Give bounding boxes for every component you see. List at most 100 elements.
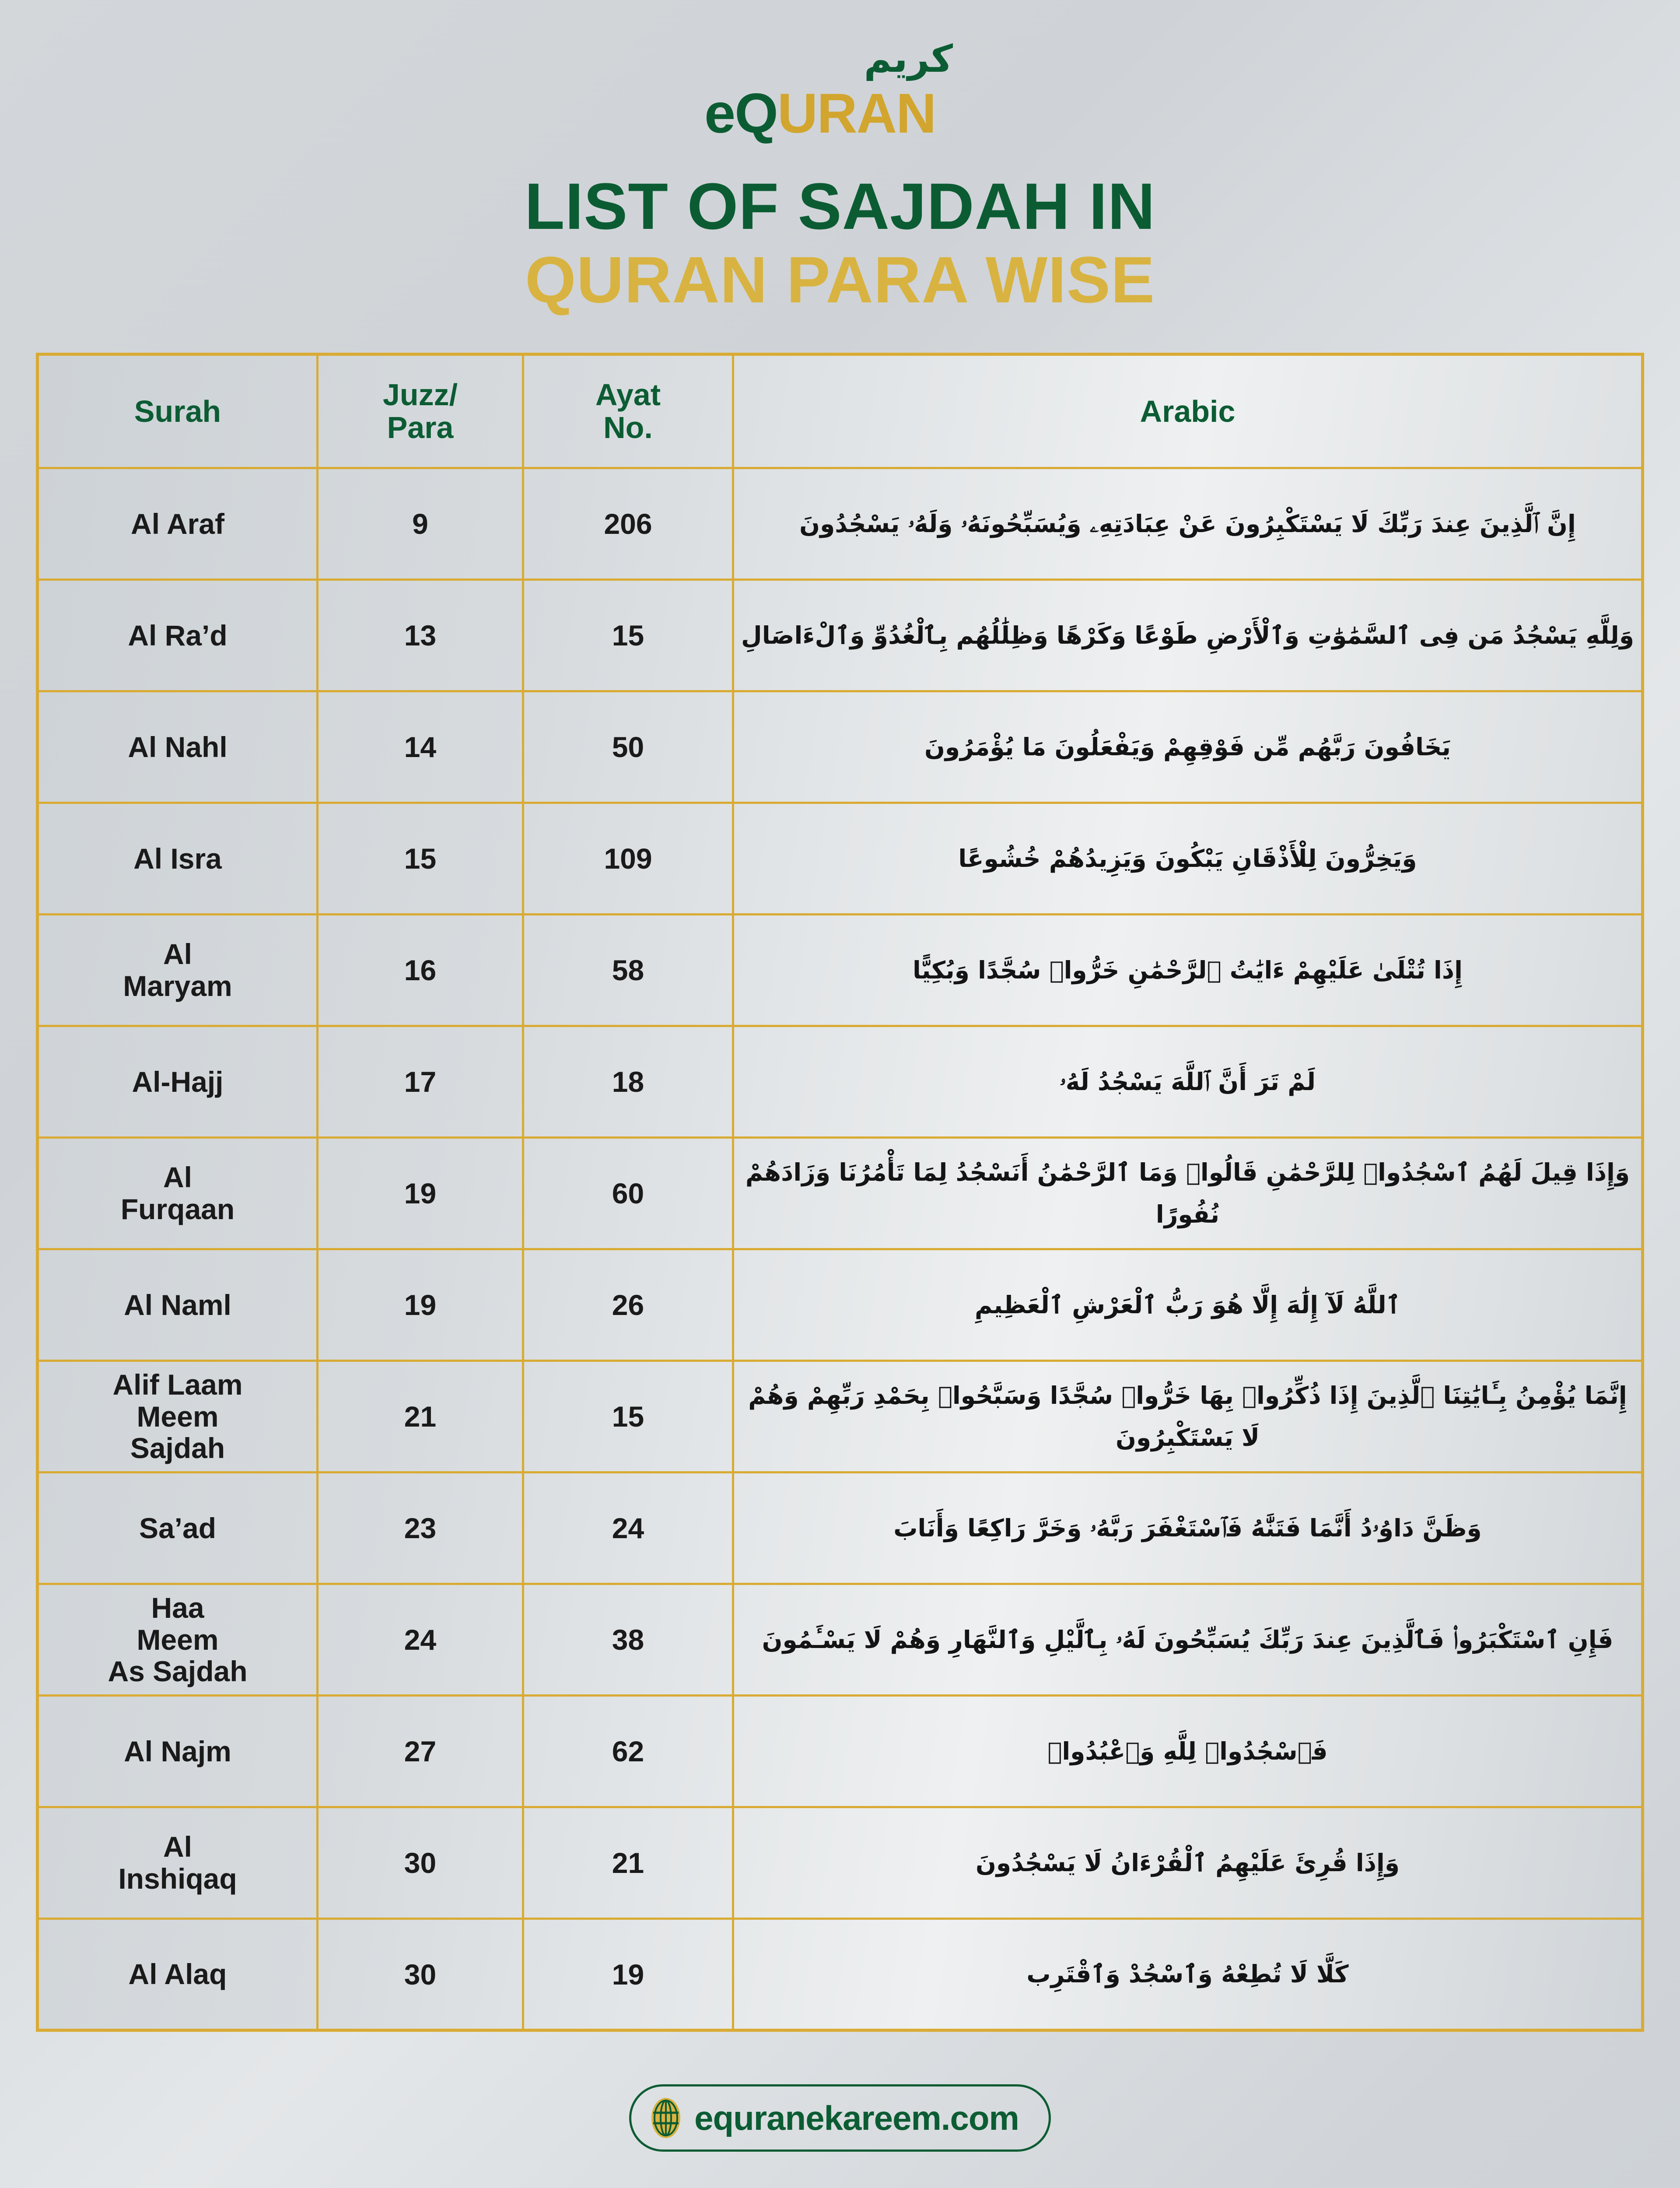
cell-surah: Haa Meem As Sajdah <box>36 1583 318 1697</box>
logo-letters-uran: URAN <box>777 82 937 145</box>
cell-surah-line: Inshiqaq <box>118 1862 237 1895</box>
cell-surah-line: Alif Laam <box>112 1368 243 1401</box>
table-row: Al Naml 19 26 ٱللَّهُ لَآ إِلَٰهَ إِلَّا هُ… <box>36 1248 1644 1362</box>
cell-surah-label: Al Naml <box>124 1288 231 1321</box>
cell-ayat: 19 <box>522 1918 734 2031</box>
table-row: Al Najm 27 62 فَٱسْجُدُوا۟ لِلَّهِ وَٱعْبُد… <box>36 1694 1644 1808</box>
column-header-surah: Surah <box>36 353 318 469</box>
cell-arabic: وَيَخِرُّونَ لِلْأَذْقَانِ يَبْكُونَ وَي… <box>732 802 1644 915</box>
table-row: Al Araf 9 206 إِنَّ ٱلَّذِينَ عِندَ رَبِّكَ… <box>36 467 1644 581</box>
column-header-juzz-line1: Juzz/ <box>382 378 458 412</box>
cell-arabic: فَإِنِ ٱسْتَكْبَرُوا۟ فَٱلَّذِينَ عِندَ … <box>732 1583 1644 1697</box>
cell-juzz: 30 <box>316 1918 524 2031</box>
title-line-2: QURAN PARA WISE <box>525 243 1155 316</box>
cell-surah-line: Sajdah <box>130 1432 225 1465</box>
footer: equranekareem.com <box>0 2084 1680 2152</box>
table-row: Al Isra 15 109 وَيَخِرُّونَ لِلْأَذْقَانِ ي… <box>36 802 1644 915</box>
table-row: Al Furqaan 19 60 وَإِذَا قِيلَ لَهُمُ ٱسْجُد… <box>36 1136 1644 1250</box>
cell-surah: Al Araf <box>36 467 318 581</box>
sajdah-table-container: Surah Juzz/Para Ayat No. Arabic Al Araf 9 2… <box>36 353 1644 2032</box>
cell-surah: Al Ra’d <box>36 579 318 692</box>
table-header-row: Surah Juzz/Para Ayat No. Arabic <box>36 353 1644 469</box>
cell-surah-label: Al Araf <box>131 507 224 540</box>
table-row: Al Maryam 16 58 إِذَا تُتْلَىٰ عَلَيْهِمْ ءَ… <box>36 913 1644 1027</box>
cell-ayat: 50 <box>522 690 734 804</box>
cell-surah: Al Naml <box>36 1248 318 1362</box>
column-header-ayat: Ayat No. <box>522 353 734 469</box>
logo-header: كريم eQURAN <box>0 0 1680 153</box>
logo-arabic-text: كريم <box>864 37 953 81</box>
column-header-arabic: Arabic <box>732 353 1644 469</box>
cell-surah: Al Najm <box>36 1694 318 1808</box>
page-title: LIST OF SAJDAH IN QURAN PARA WISE <box>0 171 1680 315</box>
cell-surah: Sa’ad <box>36 1471 318 1585</box>
column-header-juzz: Juzz/Para <box>316 353 524 469</box>
cell-surah: Al-Hajj <box>36 1025 318 1139</box>
cell-arabic: وَظَنَّ دَاوُۥدُ أَنَّمَا فَتَنَّٰهُ فَٱ… <box>732 1471 1644 1585</box>
table-row: Al Nahl 14 50 يَخَافُونَ رَبَّهُم مِّن فَوْ… <box>36 690 1644 804</box>
cell-ayat: 206 <box>522 467 734 581</box>
column-header-ayat-line2: No. <box>603 410 653 445</box>
cell-surah-label: Al Nahl <box>128 730 228 763</box>
website-badge[interactable]: equranekareem.com <box>629 2084 1051 2152</box>
table-row: Sa’ad 23 24 وَظَنَّ دَاوُۥدُ أَنَّمَا فَتَن… <box>36 1471 1644 1585</box>
logo-wordmark: eQURAN <box>704 86 936 142</box>
table-body: Al Araf 9 206 إِنَّ ٱلَّذِينَ عِندَ رَبِّكَ… <box>36 467 1644 2031</box>
cell-surah: Al Maryam <box>36 913 318 1027</box>
cell-surah-label: Al Isra <box>133 842 222 875</box>
table-row: Alif Laam Meem Sajdah 21 15 إِنَّمَا يُؤْمِنُ… <box>36 1360 1644 1473</box>
cell-surah-line: Al <box>163 938 192 971</box>
cell-arabic: فَٱسْجُدُوا۟ لِلَّهِ وَٱعْبُدُوا۟ <box>732 1694 1644 1808</box>
table-row: Al Alaq 30 19 كَلَّا لَا تُطِعْهُ وَٱسْجُدْ… <box>36 1918 1644 2031</box>
table-row: Al-Hajj 17 18 لَمْ تَرَ أَنَّ ٱللَّهَ يَسْج… <box>36 1025 1644 1139</box>
table-row: Al Inshiqaq 30 21 وَإِذَا قُرِئَ عَلَيْهِمُ … <box>36 1806 1644 1920</box>
column-header-juzz-line2: Para <box>387 410 454 445</box>
cell-juzz: 14 <box>316 690 524 804</box>
cell-surah: Al Alaq <box>36 1918 318 2031</box>
cell-juzz: 17 <box>316 1025 524 1139</box>
cell-juzz: 21 <box>316 1360 524 1473</box>
cell-juzz: 13 <box>316 579 524 692</box>
cell-arabic: يَخَافُونَ رَبَّهُم مِّن فَوْقِهِمْ وَيَ… <box>732 690 1644 804</box>
cell-surah-line: As Sajdah <box>108 1655 248 1688</box>
cell-ayat: 21 <box>522 1806 734 1920</box>
cell-surah-label: Al Najm <box>124 1735 231 1767</box>
cell-ayat: 60 <box>522 1136 734 1250</box>
table-row: Haa Meem As Sajdah 24 38 فَإِنِ ٱسْتَكْبَرُوا… <box>36 1583 1644 1697</box>
column-header-ayat-line1: Ayat <box>595 378 661 412</box>
cell-arabic: إِنَّ ٱلَّذِينَ عِندَ رَبِّكَ لَا يَسْتَ… <box>732 467 1644 581</box>
website-url-text: equranekareem.com <box>694 2099 1019 2137</box>
column-header-arabic-label: Arabic <box>1140 394 1236 428</box>
cell-juzz: 24 <box>316 1583 524 1697</box>
cell-ayat: 109 <box>522 802 734 915</box>
cell-juzz: 19 <box>316 1136 524 1250</box>
cell-surah-line: Furqaan <box>120 1193 235 1225</box>
cell-juzz: 15 <box>316 802 524 915</box>
cell-arabic: وَإِذَا قُرِئَ عَلَيْهِمُ ٱلْقُرْءَانُ ل… <box>732 1806 1644 1920</box>
cell-arabic: لَمْ تَرَ أَنَّ ٱللَّهَ يَسْجُدُ لَهُۥ <box>732 1025 1644 1139</box>
cell-arabic: إِذَا تُتْلَىٰ عَلَيْهِمْ ءَايَٰتُ ٱلرَّ… <box>732 913 1644 1027</box>
cell-ayat: 15 <box>522 1360 734 1473</box>
column-header-surah-label: Surah <box>134 394 221 428</box>
cell-surah: Al Furqaan <box>36 1136 318 1250</box>
cell-surah-line: Meem <box>136 1400 219 1433</box>
cell-surah: Al Inshiqaq <box>36 1806 318 1920</box>
cell-arabic: إِنَّمَا يُؤْمِنُ بِـَٔايَٰتِنَا ٱلَّذِي… <box>732 1360 1644 1473</box>
cell-juzz: 30 <box>316 1806 524 1920</box>
cell-ayat: 38 <box>522 1583 734 1697</box>
cell-ayat: 15 <box>522 579 734 692</box>
table-row: Al Ra’d 13 15 وَلِلَّهِ يَسْجُدُ مَن فِى ٱل… <box>36 579 1644 692</box>
cell-arabic: وَلِلَّهِ يَسْجُدُ مَن فِى ٱلسَّمَٰوَٰتِ… <box>732 579 1644 692</box>
cell-juzz: 16 <box>316 913 524 1027</box>
cell-arabic: ٱللَّهُ لَآ إِلَٰهَ إِلَّا هُوَ رَبُّ ٱل… <box>732 1248 1644 1362</box>
table-header: Surah Juzz/Para Ayat No. Arabic <box>36 353 1644 469</box>
cell-ayat: 26 <box>522 1248 734 1362</box>
logo-letter-q: Q <box>735 82 778 145</box>
cell-surah: Al Isra <box>36 802 318 915</box>
cell-arabic: كَلَّا لَا تُطِعْهُ وَٱسْجُدْ وَٱقْتَرِب <box>732 1918 1644 2031</box>
cell-arabic: وَإِذَا قِيلَ لَهُمُ ٱسْجُدُوا۟ لِلرَّحْ… <box>732 1136 1644 1250</box>
sajdah-table: Surah Juzz/Para Ayat No. Arabic Al Araf 9 2… <box>36 353 1644 2032</box>
title-line-1: LIST OF SAJDAH IN <box>524 169 1156 243</box>
cell-juzz: 27 <box>316 1694 524 1808</box>
cell-juzz: 23 <box>316 1471 524 1585</box>
